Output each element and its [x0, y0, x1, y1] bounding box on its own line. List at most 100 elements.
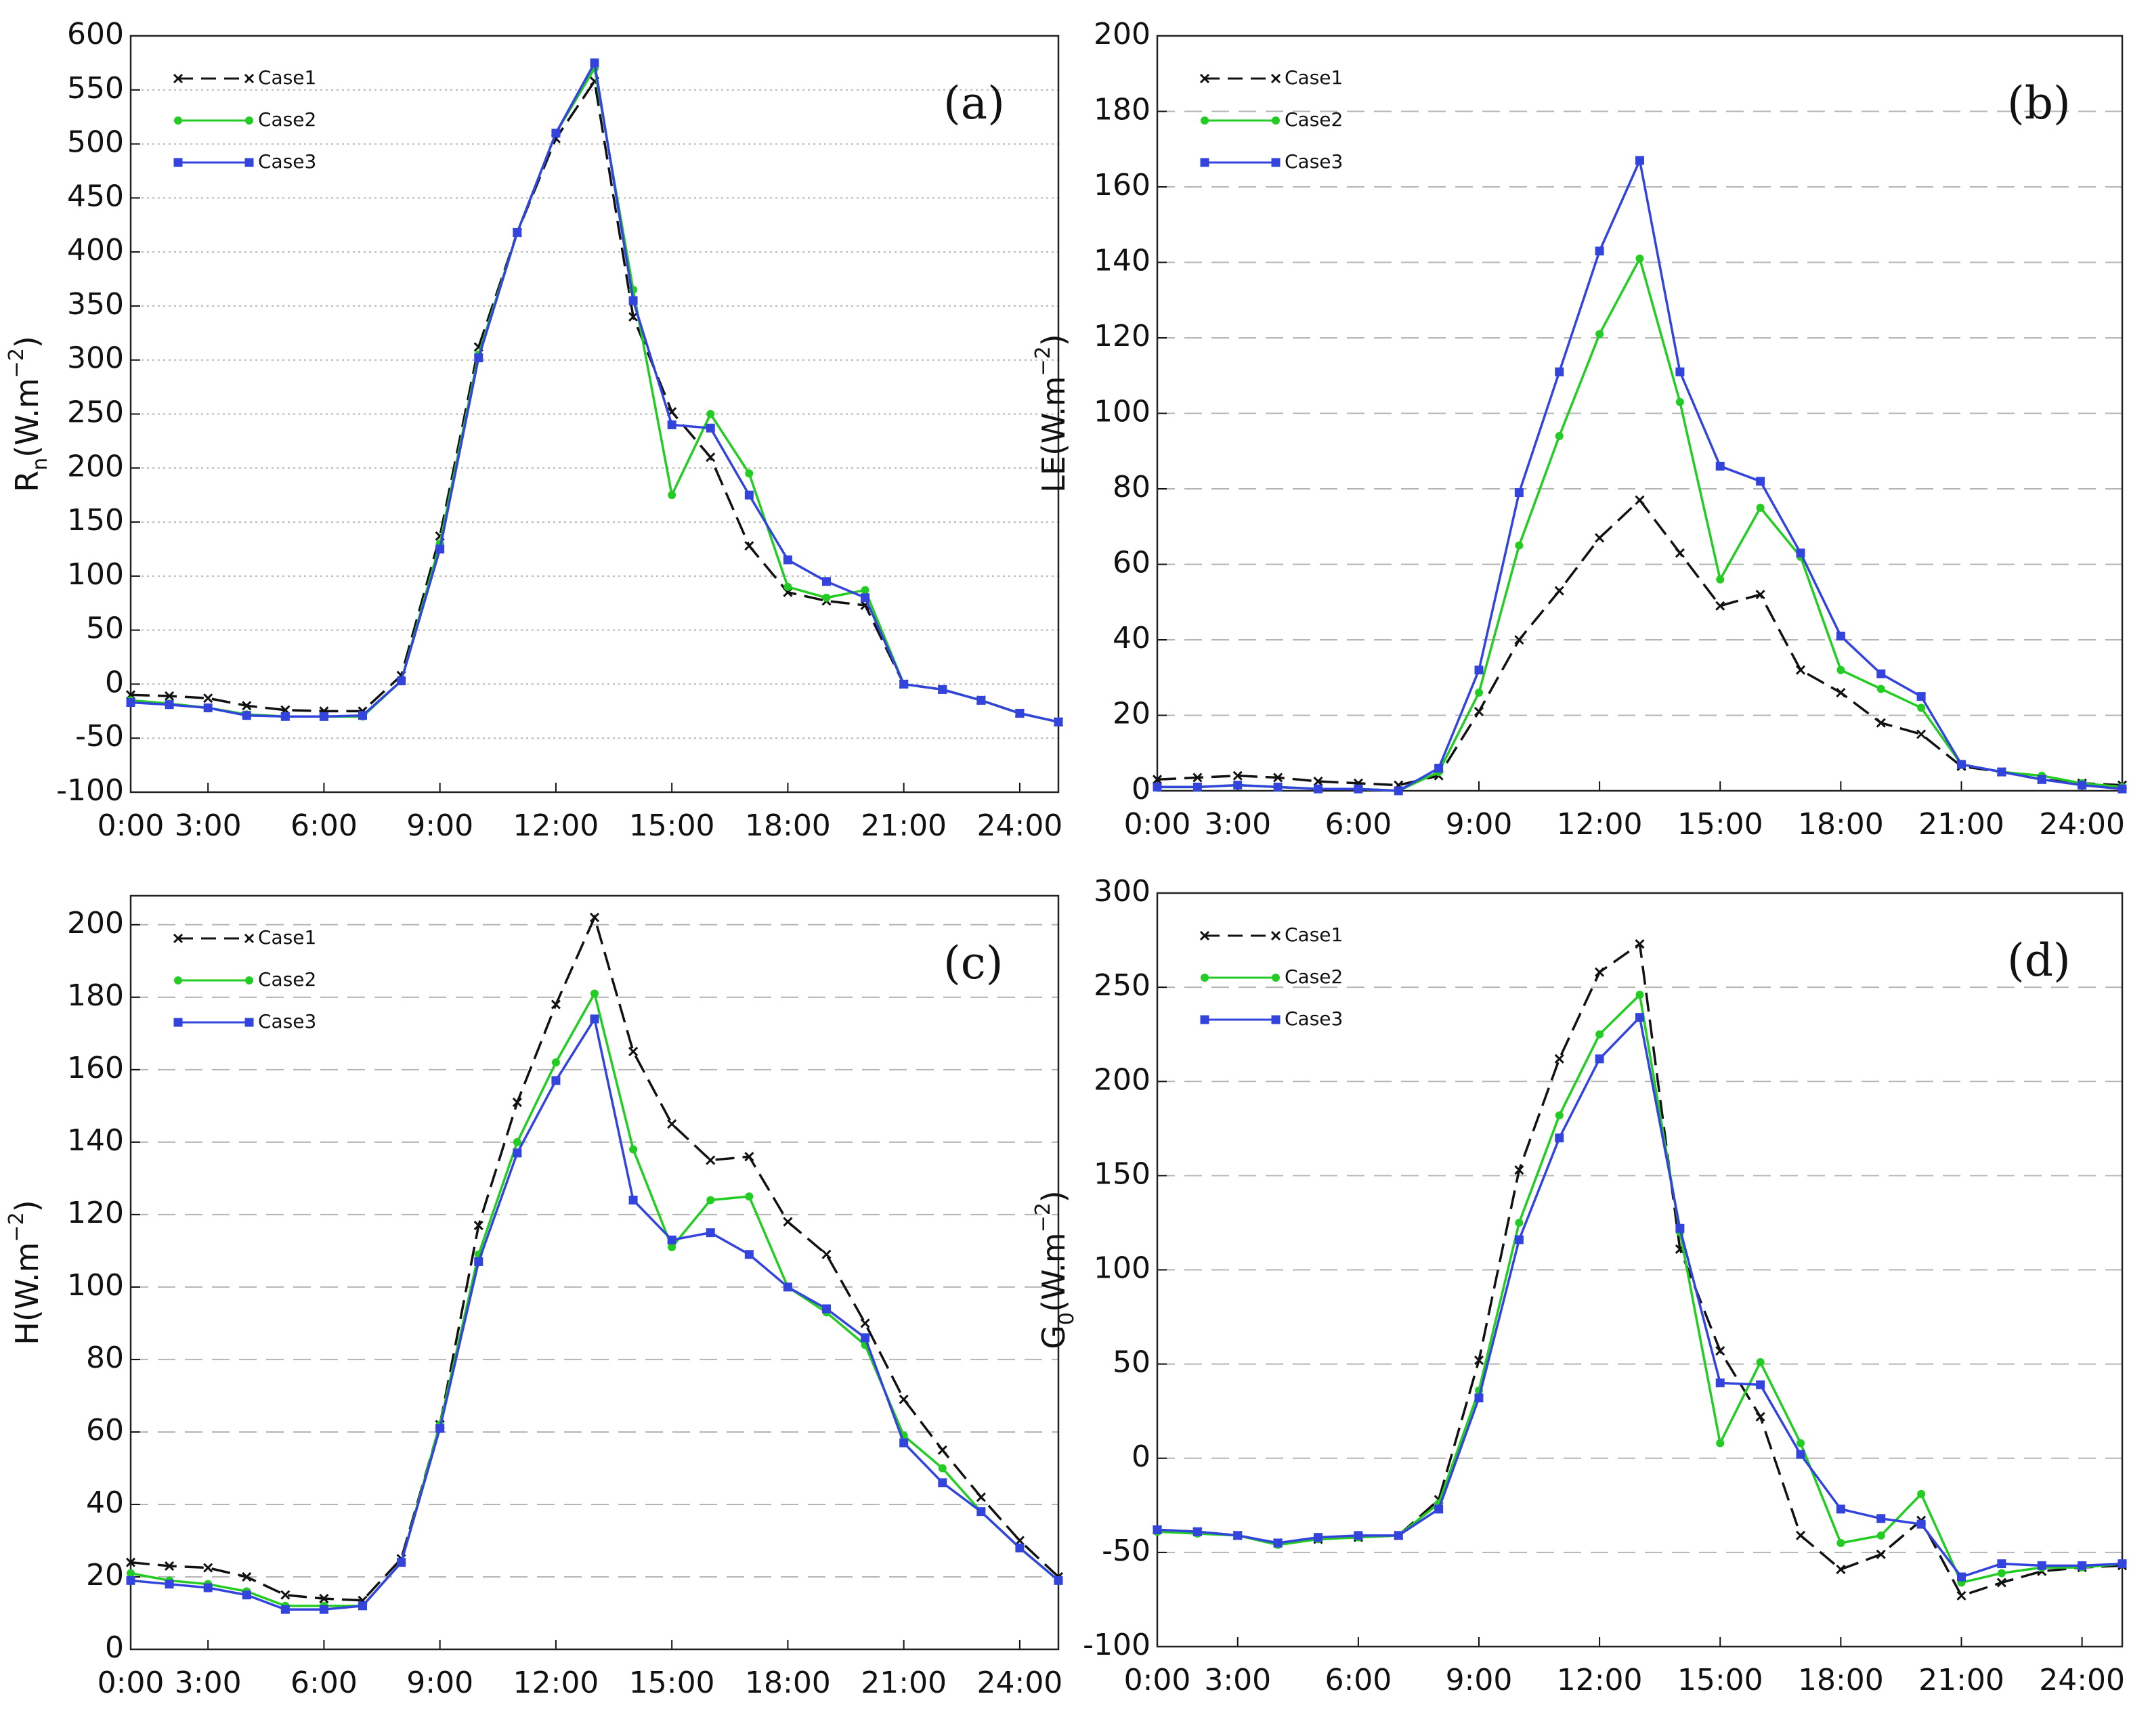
- marker: [2037, 1561, 2046, 1570]
- marker: [125, 1557, 136, 1567]
- y-axis-label-part: ): [9, 1200, 45, 1212]
- marker: [821, 1249, 832, 1259]
- marker: [1354, 1531, 1363, 1540]
- marker: [551, 999, 561, 1010]
- marker: [938, 685, 947, 694]
- legend-label: Case2: [1285, 108, 1343, 131]
- x-tick-label: 12:00: [1557, 1663, 1643, 1697]
- marker: [667, 1235, 676, 1244]
- legend-label: Case1: [258, 926, 316, 949]
- x-tick-label: 9:00: [1446, 1663, 1513, 1697]
- marker: [242, 1571, 252, 1582]
- marker: [358, 1601, 367, 1611]
- plot-frame: [129, 35, 1060, 794]
- marker: [1635, 939, 1645, 949]
- marker: [473, 1220, 483, 1231]
- marker: [174, 976, 182, 984]
- y-tick-label: 100: [1094, 1251, 1151, 1286]
- marker: [165, 1561, 175, 1571]
- series-line: [1157, 498, 2123, 787]
- x-tick-label: 3:00: [1204, 807, 1271, 842]
- marker: [1957, 760, 1966, 769]
- marker: [1916, 1519, 1926, 1529]
- marker: [165, 1580, 174, 1589]
- panel-label: (a): [943, 77, 1005, 129]
- marker: [1675, 548, 1685, 558]
- marker: [706, 423, 715, 433]
- y-axis-label: H(W.m−2): [5, 1200, 45, 1345]
- x-tick-label: 6:00: [291, 808, 358, 843]
- marker: [1917, 703, 1926, 712]
- marker: [1716, 1439, 1725, 1448]
- y-tick-label: 50: [1113, 1345, 1151, 1380]
- marker: [1595, 246, 1604, 256]
- marker: [280, 712, 290, 721]
- marker: [397, 676, 406, 686]
- marker: [1200, 158, 1209, 167]
- marker: [783, 555, 792, 565]
- marker: [1514, 488, 1524, 498]
- x-tick-label: 12:00: [513, 1666, 599, 1700]
- y-tick-label: 180: [67, 978, 124, 1013]
- marker: [744, 1152, 754, 1162]
- marker: [706, 410, 715, 418]
- x-tick-label: 6:00: [291, 1666, 358, 1700]
- y-tick-label: 160: [67, 1051, 124, 1085]
- marker: [1836, 1538, 1845, 1547]
- marker: [173, 1018, 183, 1027]
- y-tick-label: 450: [67, 179, 124, 213]
- marker: [783, 582, 792, 591]
- marker: [1199, 73, 1210, 84]
- marker: [1836, 666, 1845, 674]
- marker: [319, 712, 328, 721]
- marker: [1270, 73, 1281, 84]
- y-axis-label-part: (W.m: [1035, 376, 1072, 456]
- marker: [1514, 634, 1524, 645]
- x-tick-label: 21:00: [1918, 807, 2004, 842]
- y-tick-label: 250: [1094, 968, 1151, 1003]
- legend-label: Case3: [1285, 150, 1343, 173]
- legend-label: Case3: [258, 1010, 316, 1033]
- y-tick-label: 20: [86, 1558, 124, 1592]
- marker: [629, 1145, 638, 1154]
- y-tick-label: 60: [1113, 546, 1151, 580]
- marker: [1233, 781, 1243, 790]
- plot-frame: [1156, 35, 2124, 792]
- x-tick-label: 18:00: [1798, 807, 1884, 842]
- marker: [551, 129, 561, 138]
- y-tick-label: 0: [105, 1630, 124, 1665]
- marker: [1796, 1450, 1805, 1459]
- marker: [1876, 718, 1886, 728]
- marker: [1595, 1054, 1604, 1064]
- plot-frame: [129, 894, 1060, 1651]
- marker: [1153, 782, 1162, 791]
- marker: [899, 679, 909, 689]
- marker: [667, 420, 676, 429]
- marker: [1756, 477, 1765, 486]
- marker: [1836, 631, 1845, 641]
- y-tick-label: 200: [1094, 1062, 1151, 1097]
- marker: [1273, 773, 1283, 783]
- y-axis-label-part: R: [9, 471, 45, 492]
- legend-label: Case2: [258, 108, 316, 131]
- x-tick-label: 0:00: [1124, 807, 1191, 842]
- marker: [937, 1445, 947, 1455]
- marker: [1015, 1543, 1025, 1553]
- marker: [1152, 775, 1163, 785]
- y-tick-label: 160: [1094, 168, 1151, 202]
- y-tick-label: 50: [86, 611, 124, 646]
- y-tick-label: 250: [67, 395, 124, 430]
- marker: [244, 73, 255, 84]
- marker: [1474, 1355, 1484, 1366]
- marker: [1192, 773, 1203, 783]
- marker: [397, 1558, 406, 1567]
- marker: [938, 1464, 947, 1473]
- marker: [1996, 1578, 2006, 1588]
- x-tick-label: 18:00: [745, 1666, 831, 1700]
- legend-label: Case1: [1285, 924, 1343, 946]
- marker: [1876, 1549, 1886, 1559]
- y-tick-label: 20: [1113, 697, 1151, 731]
- marker: [358, 711, 367, 720]
- marker: [1756, 1358, 1765, 1366]
- marker: [1232, 771, 1243, 781]
